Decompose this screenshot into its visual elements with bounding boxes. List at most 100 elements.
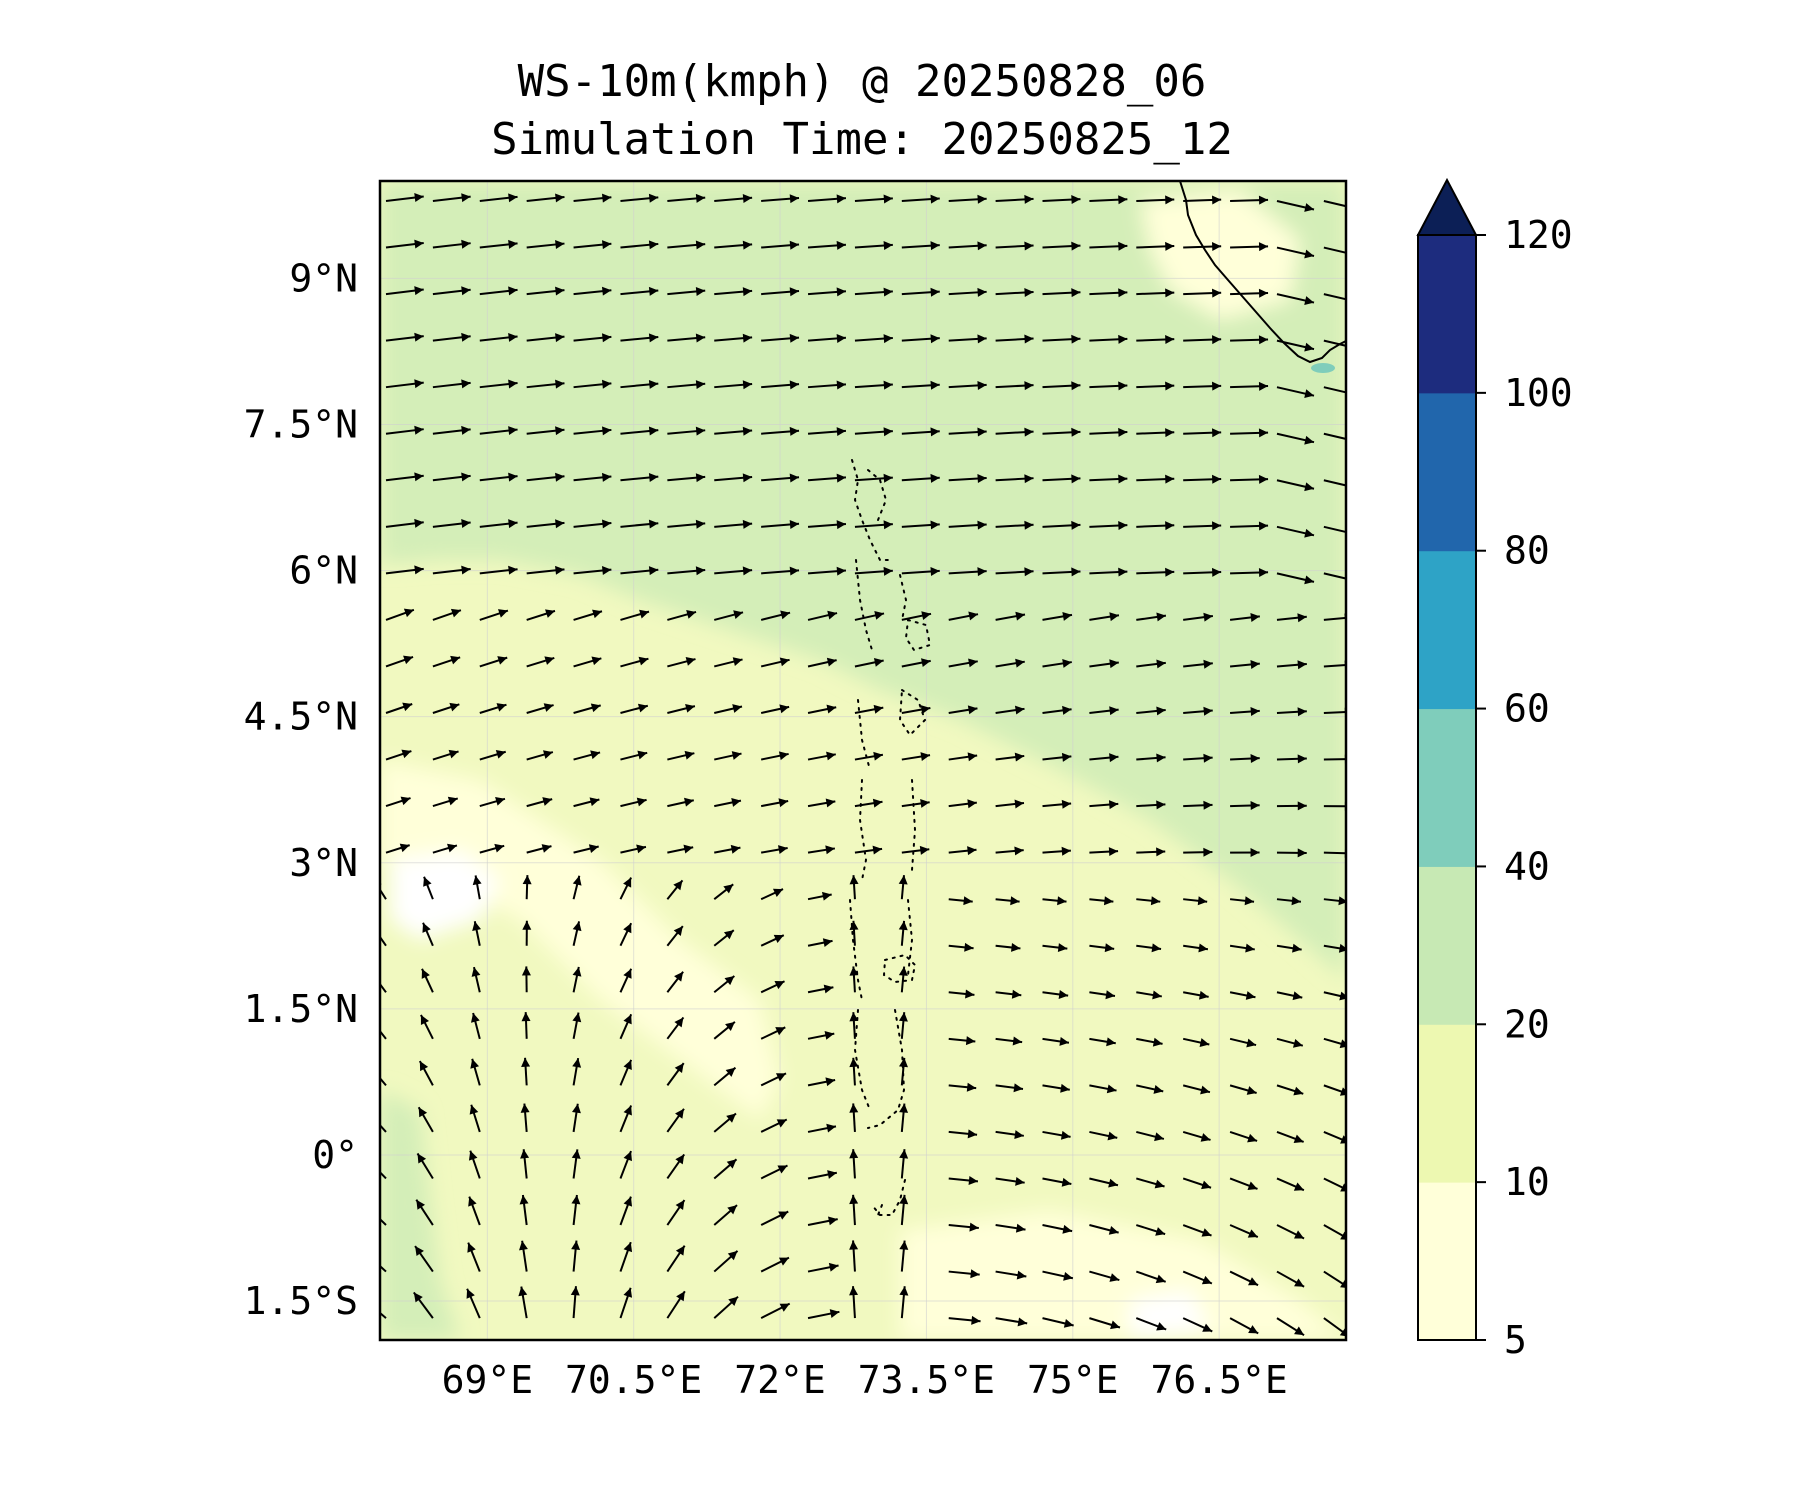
wind-arrow — [385, 518, 424, 528]
wind-arrow — [1042, 1036, 1070, 1046]
wind-arrow — [1136, 288, 1175, 298]
wind-arrow — [807, 520, 847, 530]
wind-arrow — [666, 925, 684, 947]
wind-arrow — [901, 380, 940, 390]
wind-arrow — [948, 334, 987, 344]
wind-arrow — [1183, 381, 1222, 391]
wind-arrow — [1089, 1224, 1119, 1235]
colorbar: 5 10 20 40 60 80 100 120 — [1416, 177, 1573, 1362]
wind-arrow — [620, 609, 650, 621]
wind-arrow — [1276, 848, 1307, 858]
wind-arrow — [1042, 1270, 1074, 1281]
latitude-tick-label: 7.5°N — [244, 402, 358, 446]
wind-arrow — [901, 287, 940, 297]
wind-arrow — [1229, 660, 1260, 669]
wind-arrow — [1089, 659, 1119, 669]
wind-arrow — [667, 750, 695, 761]
wind-arrow — [901, 798, 930, 808]
wind-arrow — [619, 1196, 633, 1226]
wind-arrow — [1229, 1037, 1257, 1048]
wind-arrow — [1089, 847, 1119, 857]
wind-arrow — [807, 984, 834, 994]
wind-arrow — [1276, 1130, 1304, 1143]
wind-arrow — [526, 426, 565, 436]
wind-arrow — [995, 567, 1034, 577]
wind-arrow — [519, 1194, 529, 1226]
wind-arrow — [901, 241, 940, 251]
wind-arrow — [667, 519, 706, 529]
wind-arrow — [1136, 428, 1175, 438]
wind-arrow — [1089, 1317, 1121, 1330]
wind-arrow — [432, 239, 471, 249]
wind-arrow — [714, 426, 753, 436]
wind-arrow — [1136, 1084, 1164, 1094]
wind-arrow — [807, 610, 838, 621]
colorbar-segment — [1418, 1182, 1476, 1341]
longitude-tick-label: 76.5°E — [1151, 1358, 1288, 1402]
wind-arrow — [1229, 991, 1256, 1000]
wind-arrow — [667, 380, 706, 390]
wind-arrow — [380, 1076, 387, 1087]
wind-arrow — [995, 334, 1034, 344]
atoll-outline — [877, 1204, 883, 1216]
wind-arrow — [899, 1240, 909, 1272]
wind-arrow — [573, 609, 603, 621]
colorbar-tick-label: 100 — [1504, 371, 1573, 415]
wind-arrow — [714, 798, 742, 808]
wind-arrow — [948, 241, 987, 251]
wind-arrow — [995, 846, 1024, 856]
wind-arrow — [1042, 195, 1081, 205]
wind-arrow — [807, 1123, 837, 1133]
wind-arrow — [666, 1108, 685, 1133]
wind-arrow — [901, 845, 930, 855]
wind-arrow — [619, 922, 633, 947]
wind-arrow — [1323, 479, 1346, 487]
wind-arrow — [1323, 943, 1346, 953]
wind-arrow — [479, 519, 518, 529]
wind-arrow — [619, 1059, 633, 1086]
wind-arrow — [1042, 658, 1072, 668]
wind-arrow — [1230, 335, 1269, 345]
wind-arrow — [1089, 381, 1128, 391]
wind-arrow — [619, 968, 633, 993]
wind-arrow — [469, 1104, 481, 1133]
wind-arrow — [713, 929, 735, 947]
wind-arrow — [522, 875, 532, 900]
wind-arrow — [901, 566, 940, 576]
wind-arrow — [1089, 241, 1128, 251]
wind-arrow — [1042, 896, 1067, 906]
wind-arrow — [1323, 293, 1346, 301]
wind-arrow — [760, 1256, 790, 1273]
wind-arrow — [1042, 520, 1081, 530]
wind-arrow — [713, 1204, 738, 1226]
wind-arrow — [849, 875, 859, 900]
wind-arrow — [667, 240, 706, 250]
wind-arrow — [418, 1060, 434, 1086]
wind-arrow — [807, 1077, 836, 1087]
atoll-outline — [855, 559, 873, 651]
wind-arrow — [620, 379, 659, 389]
wind-arrow — [901, 194, 940, 204]
latitude-tick-label: 4.5°N — [244, 695, 358, 739]
wind-arrow — [667, 287, 706, 296]
wind-arrow — [1089, 1130, 1118, 1141]
wind-arrow — [1230, 195, 1269, 205]
wind-arrow — [1136, 990, 1162, 1000]
wind-arrow — [948, 567, 987, 577]
wind-arrow — [432, 655, 461, 668]
wind-arrow — [1136, 847, 1166, 857]
wind-arrow — [760, 1026, 786, 1040]
wind-arrow — [1276, 432, 1315, 445]
wind-arrow — [573, 656, 602, 668]
wind-arrow — [1042, 1083, 1070, 1093]
india-coastline — [1179, 181, 1346, 364]
wind-arrow — [901, 427, 940, 437]
wind-arrow — [619, 1105, 633, 1133]
wind-arrow — [1276, 896, 1302, 906]
wind-arrow — [1229, 613, 1260, 622]
wind-arrow — [1183, 567, 1222, 577]
wind-arrow — [1136, 241, 1175, 251]
wind-arrow — [995, 474, 1034, 484]
wind-arrow — [1276, 386, 1315, 399]
wind-arrow — [571, 1194, 581, 1226]
